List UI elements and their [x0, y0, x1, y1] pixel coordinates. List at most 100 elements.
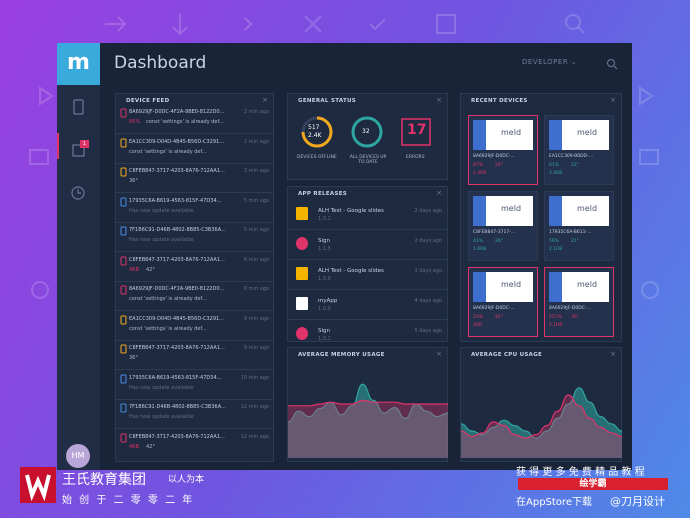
- separator: [116, 133, 273, 134]
- app-name: Sign: [318, 328, 330, 334]
- feed-time: 12 min ago: [240, 404, 269, 410]
- app-version: 1.0.1: [318, 216, 331, 222]
- device-card[interactable]: meld C8FEB847-3717-... 41% 26° 1.6RB: [468, 191, 538, 261]
- device-icon: [120, 226, 127, 236]
- app-version: 1.0.0: [318, 306, 331, 312]
- device-card[interactable]: meld 8A6929JF-D0DC-... 257% 36° 2.1RB: [544, 267, 614, 337]
- status-graphics: [301, 116, 431, 148]
- device-icon: [120, 285, 127, 295]
- device-id: 17935C6A-B619-4563-815F-47D34...: [129, 374, 222, 381]
- device-stat: 24°: [495, 163, 503, 168]
- device-id: C8FEB847-3717-...: [473, 230, 516, 235]
- area-line: [288, 399, 448, 407]
- close-button[interactable]: ×: [610, 96, 616, 104]
- device-icon-frame: [120, 256, 127, 265]
- device-card[interactable]: meld 8A6929JF-D0DC-... 87% 24° 1.4RB: [468, 115, 538, 185]
- feed-time: 2 min ago: [243, 138, 269, 145]
- separator: [116, 280, 273, 282]
- feed-stat: 4RB: [129, 443, 140, 450]
- feed-message: Has new update available: [129, 384, 194, 391]
- close-button[interactable]: ×: [436, 350, 442, 358]
- device-icon-frame: [120, 226, 127, 236]
- device-icon: [120, 315, 127, 324]
- feed-time: 3 min ago: [243, 168, 269, 174]
- offline-label: DEVICES OFFLINE: [297, 155, 337, 160]
- device-stat: 4RB: [473, 323, 483, 328]
- user-menu[interactable]: DEVELOPER ⌄: [522, 58, 578, 66]
- device-icon: [120, 167, 127, 177]
- author: @刀月设计: [610, 495, 665, 508]
- device-card[interactable]: meld 17935C6A-B611-... 56% 21° 2.1RB: [544, 191, 614, 261]
- close-button[interactable]: ×: [436, 189, 442, 197]
- device-stat: 87%: [473, 163, 484, 168]
- device-id: EA1CC309-B0DD-...: [549, 154, 593, 159]
- device-id: C8FEB847-3717-4203-8A76-712AA1...: [129, 256, 225, 263]
- close-button[interactable]: ×: [610, 350, 616, 358]
- screen-logo: meld: [501, 280, 522, 289]
- feed-time: 5 min ago: [243, 227, 269, 233]
- app-icon: [296, 267, 308, 280]
- memory-panel: AVERAGE MEMORY USAGE ×: [287, 347, 449, 462]
- feed-message: const 'settings' is already def...: [129, 325, 207, 332]
- area-line: [461, 394, 623, 439]
- app-time: 2 days ago: [414, 238, 442, 244]
- app-name: ALH Test - Google slides: [318, 268, 384, 274]
- device-screen: [549, 120, 609, 150]
- area-chart: [288, 383, 449, 458]
- device-stat: 1.4RB: [473, 171, 487, 176]
- uptodate-label: ALL DEVICES UP TO DATE: [349, 155, 387, 165]
- device-icon-frame: [120, 374, 127, 383]
- separator: [116, 192, 273, 193]
- user-name[interactable]: DEVELOPER: [522, 58, 569, 66]
- app-releases-panel: APP RELEASES × ALH Test - Google slides 1.0…: [287, 186, 448, 342]
- device-icon: [120, 344, 127, 354]
- feed-time: 6 min ago: [243, 256, 269, 263]
- feed-time: 10 min ago: [240, 374, 269, 381]
- device-screen: [473, 120, 533, 150]
- device-icon-frame: [120, 285, 127, 295]
- device-id: 8A6929JF-D0DC-...: [549, 306, 591, 311]
- screen-logo: meld: [577, 204, 598, 213]
- sidebar-icons: [57, 99, 85, 200]
- device-stat: 2.4RB: [549, 171, 563, 176]
- separator: [116, 221, 273, 223]
- app-version: 1.1.3: [318, 246, 331, 252]
- feed-message: const 'settings' is already def...: [129, 148, 207, 155]
- feed-message: const 'settings' is already def...: [146, 119, 224, 125]
- avatar: HM: [66, 444, 90, 468]
- feed-stat: 95%: [129, 119, 141, 125]
- app-icon: [296, 237, 308, 250]
- feed-message: const 'settings' is already def...: [129, 296, 207, 302]
- device-icon: [120, 433, 127, 442]
- feed-message: Has new update available: [129, 207, 194, 214]
- badge: 1: [80, 140, 89, 148]
- app-name: Sign: [318, 238, 330, 244]
- device-icon-frame: [120, 138, 127, 147]
- promo: 获 得 更 多 免 费 精 品 教 程: [516, 467, 645, 478]
- device-icon: [120, 374, 127, 383]
- org-logo: [20, 467, 56, 503]
- uptodate-value: 32: [362, 128, 370, 135]
- app-version: 1.0.1: [318, 336, 331, 342]
- device-id: EA1CC309-D04D-4B45-B56D-C3291...: [129, 315, 224, 322]
- device-card[interactable]: meld 8A6929JF-D0DC-... 23% 42° 4RB: [468, 267, 538, 337]
- close-button[interactable]: ×: [436, 96, 442, 104]
- screen-logo: meld: [577, 280, 598, 289]
- org-since: 始 创 于 二 零 零 二 年: [62, 495, 195, 506]
- app-time: 4 days ago: [414, 298, 442, 304]
- error-box: [401, 118, 431, 146]
- feed-message: 42°: [146, 443, 155, 450]
- separator: [116, 369, 273, 370]
- separator: [288, 229, 447, 230]
- device-card[interactable]: meld EA1CC309-B0DD-... 61% 22° 2.4RB: [544, 115, 614, 185]
- device-screen: [549, 196, 609, 226]
- feed-time: 9 min ago: [243, 315, 269, 322]
- app-time: 3 days ago: [414, 268, 442, 274]
- cpu-panel: AVERAGE CPU USAGE ×: [460, 347, 623, 462]
- separator: [116, 162, 273, 164]
- logo[interactable]: m: [57, 43, 100, 85]
- close-button[interactable]: ×: [262, 96, 268, 104]
- search-icon[interactable]: [606, 58, 618, 70]
- device-id: 7F1B6C91-D46B-4802-8B85-C3B36A...: [129, 227, 226, 233]
- feed-message: Has new update available: [129, 237, 194, 243]
